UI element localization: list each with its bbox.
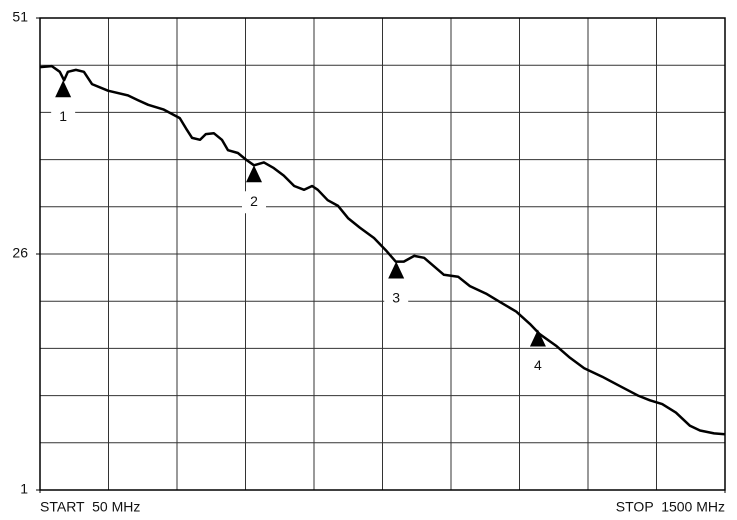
y-tick-label: 51 xyxy=(12,9,28,25)
x-tick-label: STOP 1500 MHz xyxy=(616,499,725,515)
marker xyxy=(55,80,72,98)
y-tick-label: 1 xyxy=(20,481,28,497)
marker-label-bg xyxy=(242,191,267,214)
marker-label: 3 xyxy=(392,289,400,305)
marker-label: 2 xyxy=(250,193,258,209)
marker xyxy=(529,329,546,347)
trace-line xyxy=(39,64,726,436)
marker-label-bg xyxy=(384,287,409,310)
marker-label-bg xyxy=(51,106,76,129)
x-tick-label: START 50 MHz xyxy=(40,499,140,515)
marker-label-bg xyxy=(525,355,550,378)
marker xyxy=(388,261,405,279)
marker xyxy=(246,165,263,183)
marker-label: 4 xyxy=(534,357,542,373)
marker-label: 1 xyxy=(59,108,67,124)
y-tick-label: 26 xyxy=(12,245,28,261)
